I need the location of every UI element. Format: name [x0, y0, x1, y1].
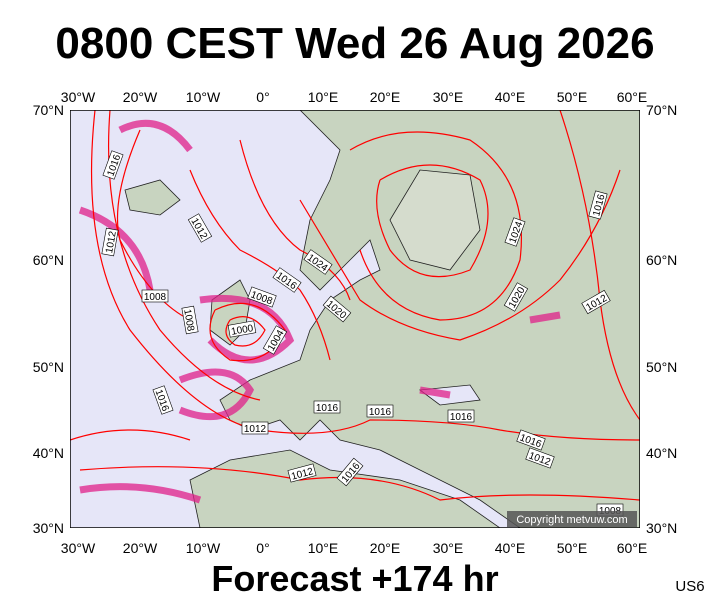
isobar-label-box: [101, 227, 119, 257]
isobar-label: 1012: [241, 421, 269, 435]
lon-label-bottom: 40°E: [495, 540, 526, 556]
isobar-label-box: [247, 286, 277, 308]
isobar-value: 1012: [104, 230, 119, 254]
lon-label-bottom: 0°: [256, 540, 269, 556]
lon-label-bottom: 20°W: [123, 540, 158, 556]
isobar-label-box: [588, 190, 608, 220]
isobar-label: 1024: [504, 217, 526, 247]
precipitation: [78, 119, 561, 504]
isobar-label-box: [272, 267, 302, 293]
isobar-label: 1008: [181, 305, 199, 335]
isobar-value: 1012: [244, 424, 267, 435]
forecast-label: Forecast +174 hr: [211, 558, 498, 599]
isobar-label-box: [262, 325, 288, 355]
lon-label-bottom: 60°E: [617, 540, 648, 556]
isobar-value: 1016: [316, 403, 339, 414]
lat-label-right: 30°N: [646, 520, 677, 536]
title: 0800 CEST Wed 26 Aug 2026: [55, 19, 654, 68]
lon-label-bottom: 20°E: [370, 540, 401, 556]
lon-label-bottom: 30°E: [433, 540, 464, 556]
lon-label-top: 60°E: [617, 89, 648, 105]
axis-labels: 30°W 30°W 20°W 20°W 10°W 10°W 0° 0° 10°E 10°E 20°E…: [33, 89, 678, 556]
land-africa: [189, 449, 501, 528]
lat-label-left: 50°N: [33, 359, 64, 375]
isobar-label: 1016: [447, 409, 475, 423]
lon-label-top: 50°E: [557, 89, 588, 105]
lat-label-right: 70°N: [646, 102, 677, 118]
lon-label-bottom: 50°E: [557, 540, 588, 556]
isobar-label-box: [187, 213, 213, 243]
isobar-label-box: [366, 404, 394, 418]
isobar-label-box: [227, 320, 257, 338]
model-label: US6: [675, 578, 704, 595]
lon-label-top: 0°: [256, 89, 269, 105]
isobar-label-box: [287, 463, 317, 483]
lon-label-top: 20°E: [370, 89, 401, 105]
isobar-label: 1016: [313, 400, 341, 414]
lon-label-bottom: 30°W: [61, 540, 96, 556]
lon-label-top: 20°W: [123, 89, 158, 105]
isobar-label-box: [141, 289, 169, 303]
isobar-label-box: [525, 447, 555, 469]
isobar-label-box: [313, 400, 341, 414]
isobar-value: 1008: [144, 292, 167, 303]
lat-label-right: 50°N: [646, 359, 677, 375]
lat-label-right: 40°N: [646, 445, 677, 461]
isobar-value: 1016: [369, 407, 392, 418]
map-area: [70, 110, 640, 528]
isobar-label-box: [503, 282, 529, 312]
lon-label-top: 10°W: [186, 89, 221, 105]
isobar-label-box: [102, 150, 124, 180]
lon-label-top: 10°E: [308, 89, 339, 105]
lon-label-bottom: 10°W: [186, 540, 221, 556]
isobar-label: 1008: [141, 289, 169, 303]
land-finland: [389, 169, 481, 271]
copyright: Copyright metvuw.com: [516, 514, 627, 526]
lat-label-left: 60°N: [33, 252, 64, 268]
isobar-label-box: [181, 305, 199, 335]
isobar-value: 1016: [450, 412, 473, 423]
lat-label-left: 30°N: [33, 520, 64, 536]
lon-label-bottom: 10°E: [308, 540, 339, 556]
isobar-label-box: [581, 289, 611, 315]
isobar-label: 1000: [227, 320, 257, 338]
isobar-label-box: [336, 457, 364, 487]
isobar-label-box: [447, 409, 475, 423]
lat-label-right: 60°N: [646, 252, 677, 268]
isobar-label: 1012: [101, 227, 119, 257]
copyright-box: [507, 511, 637, 527]
isobar-label-box: [303, 249, 333, 275]
isobar-label-box: [241, 421, 269, 435]
isobar-value: 1008: [181, 308, 196, 332]
isobar-label-box: [504, 217, 526, 247]
isobar-value: 1000: [230, 323, 254, 338]
lon-label-top: 30°W: [61, 89, 96, 105]
lon-label-top: 40°E: [495, 89, 526, 105]
land-iceland: [124, 179, 181, 216]
isobar-label-box: [322, 295, 352, 323]
land-europe: [219, 110, 640, 528]
isobar-label-box: [516, 429, 546, 451]
lat-label-left: 70°N: [33, 102, 64, 118]
lat-label-left: 40°N: [33, 445, 64, 461]
isobar-label-box: [152, 385, 174, 415]
lon-label-top: 30°E: [433, 89, 464, 105]
isobar-label: 1016: [366, 404, 394, 418]
